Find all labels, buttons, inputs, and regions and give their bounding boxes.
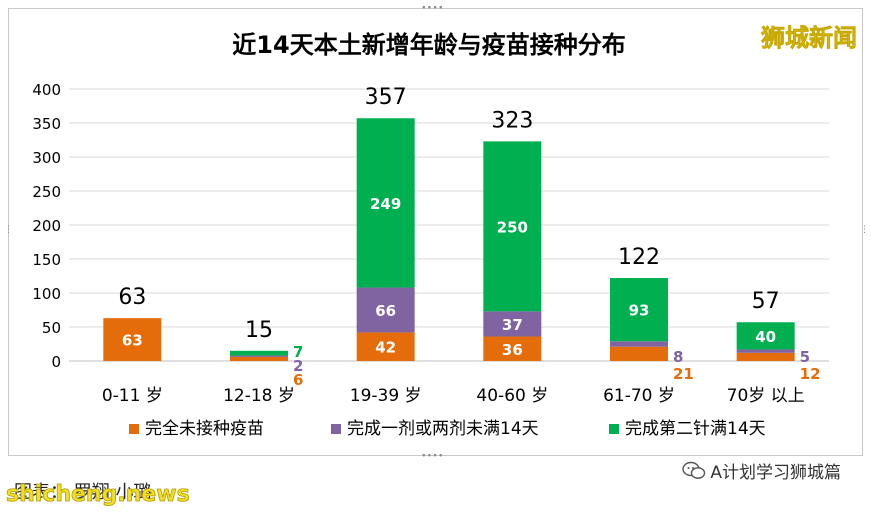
bar-value-label: 36 <box>502 341 523 359</box>
chart-title: 近14天本土新增年龄与疫苗接种分布 <box>232 31 625 59</box>
bar-segment <box>736 352 795 361</box>
bar-value-label: 250 <box>497 218 528 236</box>
legend: 完全未接种疫苗 完成一剂或两剂未满14天 完成第二针满14天 <box>129 419 766 439</box>
bar-segment <box>483 336 542 361</box>
x-tick-label: 40-60 岁 <box>476 386 548 406</box>
x-tick-label: 0-11 岁 <box>102 386 163 406</box>
bar-value-label: 42 <box>375 339 396 357</box>
bar-total-label: 57 <box>752 289 780 314</box>
y-tick-label: 100 <box>32 285 61 303</box>
bar-value-label: 21 <box>673 365 694 383</box>
x-axis: 0-11 岁 12-18 岁 19-39 岁 40-60 岁 61-70 岁 70岁 以上 <box>102 386 805 406</box>
frame-handle-left: ⋮ <box>4 225 13 235</box>
frame-handle-right: ⋮ <box>860 225 869 235</box>
legend-label: 完成第二针满14天 <box>625 419 766 439</box>
y-tick-label: 50 <box>42 319 61 337</box>
y-tick-label: 200 <box>32 217 61 235</box>
bars <box>103 118 795 361</box>
bar-segment <box>103 318 162 361</box>
bar-segment <box>736 322 795 350</box>
y-tick-label: 400 <box>32 81 61 99</box>
bar-value-label: 5 <box>800 348 810 366</box>
bar-value-label: 40 <box>755 328 776 346</box>
bar-segment <box>610 346 668 361</box>
bar-value-label: 249 <box>370 195 401 213</box>
y-tick-label: 250 <box>32 183 61 201</box>
x-tick-label: 61-70 岁 <box>603 386 675 406</box>
y-tick-label: 300 <box>32 149 61 167</box>
wechat-icon <box>682 461 706 479</box>
bar-value-label: 93 <box>629 302 650 320</box>
legend-label: 完成一剂或两剂未满14天 <box>347 419 539 439</box>
footer-credit: 图表： 罗翔 小璐 <box>14 482 152 503</box>
frame-handle-bottom: ∙∙∙∙ <box>421 451 444 461</box>
watermark-text: 狮城新闻 <box>761 24 858 53</box>
bar-value-label: 8 <box>673 348 683 366</box>
bar-chart: 近14天本土新增年龄与疫苗接种分布 0 50 100 150 200 250 300 350 4… <box>32 31 829 439</box>
bar-segment <box>230 356 288 361</box>
legend-swatch <box>331 424 341 434</box>
bar-value-label: 2 <box>293 357 303 375</box>
bar-segment <box>610 341 668 347</box>
footer-site-watermark: shicheng.news <box>6 482 191 508</box>
footer-source-text: A计划学习狮城篇 <box>710 463 841 483</box>
y-axis: 0 50 100 150 200 250 300 350 400 <box>32 81 61 371</box>
legend-swatch <box>609 424 619 434</box>
legend-swatch <box>129 424 139 434</box>
legend-label: 完全未接种疫苗 <box>145 419 264 439</box>
bar-value-label: 63 <box>122 332 143 350</box>
bar-value-label: 6 <box>293 371 303 389</box>
bar-segment <box>736 349 795 353</box>
y-tick-label: 150 <box>32 251 61 269</box>
y-tick-label: 0 <box>51 353 61 371</box>
bar-value-label: 7 <box>293 343 303 361</box>
gridlines <box>69 88 829 362</box>
bar-segment <box>610 278 668 342</box>
bar-segment <box>483 311 542 337</box>
frame-handle-top: ∙∙∙∙ <box>421 3 444 13</box>
bar-total-label: 15 <box>245 318 273 343</box>
bar-segment <box>356 287 415 333</box>
bar-segment <box>230 350 288 356</box>
bar-segment <box>356 118 415 288</box>
bar-segment <box>230 355 288 357</box>
x-tick-label: 12-18 岁 <box>223 386 295 406</box>
bar-total-label: 122 <box>618 245 660 270</box>
footer-source: A计划学习狮城篇 <box>682 458 841 483</box>
chart-frame: 近14天本土新增年龄与疫苗接种分布 0 50 100 150 200 250 300 350 4… <box>8 8 863 456</box>
bar-value-label: 66 <box>375 302 396 320</box>
bar-value-label: 12 <box>800 365 821 383</box>
bar-total-label: 357 <box>365 85 407 110</box>
x-tick-label: 19-39 岁 <box>350 386 422 406</box>
bar-segment <box>483 141 542 312</box>
data-labels: 6363627154266249357363725032321893122125… <box>118 85 820 389</box>
bar-segment <box>356 332 415 361</box>
bar-value-label: 37 <box>502 316 523 334</box>
bar-total-label: 63 <box>118 285 146 310</box>
x-tick-label: 70岁 以上 <box>727 386 805 406</box>
y-tick-label: 350 <box>32 115 61 133</box>
bar-total-label: 323 <box>491 108 533 133</box>
